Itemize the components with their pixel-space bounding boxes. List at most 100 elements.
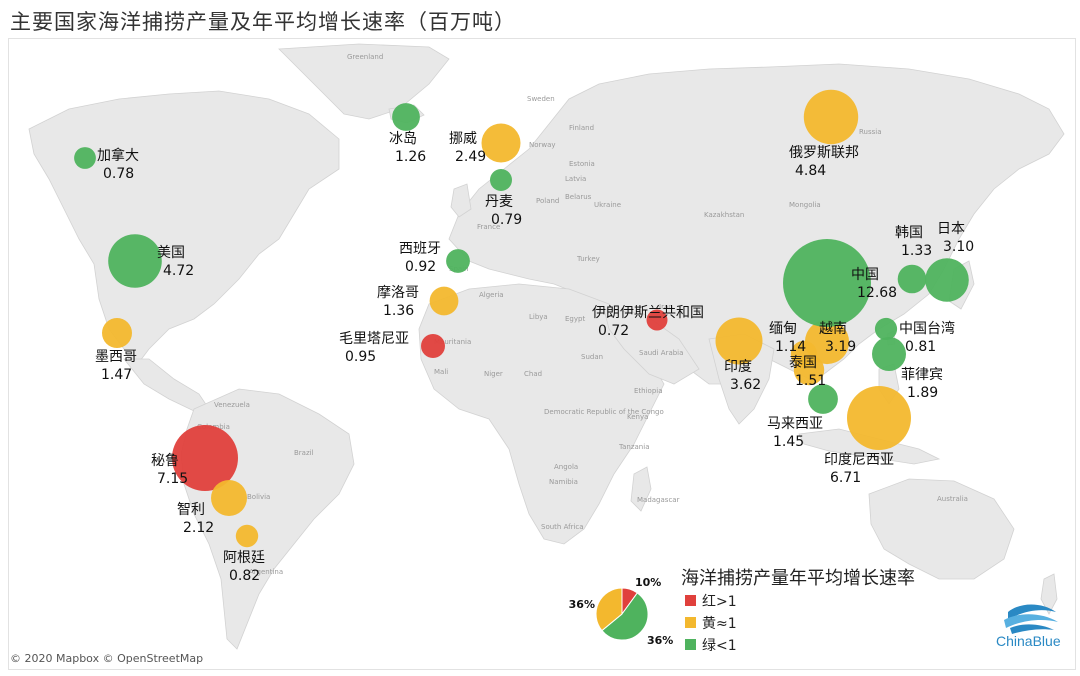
country-value: 0.78: [103, 166, 134, 182]
country-name: 挪威: [449, 131, 477, 147]
country-name: 缅甸: [769, 321, 797, 337]
bubble-1[interactable]: [392, 103, 420, 131]
bubble-15[interactable]: [783, 239, 871, 327]
country-value: 0.82: [229, 568, 260, 584]
geo-label: Angola: [554, 463, 578, 471]
logo-wave-3: [1010, 624, 1054, 634]
bubble-18[interactable]: [874, 317, 898, 341]
bubble-7[interactable]: [429, 286, 459, 316]
country-name: 加拿大: [97, 147, 139, 164]
country-name: 俄罗斯联邦: [789, 145, 859, 161]
geo-label: Norway: [529, 141, 556, 149]
africa-shape: [418, 283, 665, 545]
bubble-17[interactable]: [925, 258, 969, 302]
geo-label: Sweden: [527, 95, 555, 103]
legend-swatch-red: [685, 595, 696, 606]
country-value: 1.51: [795, 373, 826, 389]
geo-label: Ukraine: [594, 201, 621, 209]
country-name: 秘鲁: [151, 453, 179, 469]
geo-label: Namibia: [549, 478, 578, 486]
country-value: 1.33: [901, 243, 932, 259]
bubble-11[interactable]: [715, 317, 763, 365]
bubble-0[interactable]: [74, 147, 96, 169]
legend-swatch-green: [685, 639, 696, 650]
country-value: 3.19: [825, 339, 856, 355]
bubble-21[interactable]: [847, 386, 911, 450]
legend-items: 红>1 黄≈1 绿<1: [685, 594, 737, 654]
country-value: 6.71: [830, 470, 861, 486]
pie-slice-green: [601, 592, 649, 641]
country-value: 0.79: [491, 212, 522, 228]
geo-label: Kazakhstan: [704, 211, 744, 219]
madagascar-shape: [630, 466, 652, 512]
country-name: 泰国: [789, 355, 817, 371]
pie-label-yellow: 36%: [569, 598, 595, 611]
geo-label: Tanzania: [618, 443, 649, 451]
bubble-6[interactable]: [446, 249, 470, 273]
country-value: 0.72: [598, 323, 629, 339]
legend-title: 海洋捕捞产量年平均增长速率: [681, 568, 915, 589]
geo-label: Ethiopia: [634, 387, 663, 395]
geo-label: Argentina: [249, 568, 283, 576]
bubble-24[interactable]: [235, 524, 259, 548]
bubble-19[interactable]: [872, 337, 906, 371]
geo-labels: Greenland Sweden Finland Norway Estonia Latvi…: [197, 53, 968, 576]
logo-wave-1: [1008, 604, 1056, 620]
geo-label: Kenya: [627, 413, 648, 421]
bubble-4[interactable]: [803, 89, 859, 145]
bubble-14[interactable]: [793, 354, 825, 386]
bubble-5[interactable]: [108, 234, 162, 288]
country-value: 1.14: [775, 339, 806, 355]
geo-label: South Africa: [541, 523, 584, 531]
geo-label: Finland: [569, 124, 594, 132]
country-name: 冰岛: [389, 131, 417, 147]
country-value: 3.10: [943, 239, 974, 255]
bubble-3[interactable]: [490, 169, 512, 191]
country-name: 美国: [157, 245, 185, 261]
legend-pie: 10% 36% 36%: [569, 576, 674, 647]
legend-label-red: 红>1: [702, 594, 737, 610]
country-name: 马来西亚: [767, 416, 823, 432]
logo-wave-2: [1004, 614, 1058, 628]
geo-label: Egypt: [565, 315, 585, 323]
geo-label: Sudan: [581, 353, 603, 361]
country-bubbles: [74, 89, 969, 548]
geo-label: Mongolia: [789, 201, 821, 209]
australia-shape: [868, 478, 1015, 580]
geo-label: Saudi Arabia: [639, 349, 683, 357]
geo-label: Australia: [937, 495, 968, 503]
bubble-16[interactable]: [897, 264, 927, 294]
bubble-10[interactable]: [646, 309, 668, 331]
country-name: 丹麦: [485, 194, 513, 210]
logo-text: ChinaBlue: [996, 633, 1061, 649]
bubble-22[interactable]: [172, 425, 238, 491]
country-value: 1.89: [907, 385, 938, 401]
bubble-2[interactable]: [481, 123, 521, 163]
country-name: 伊朗伊斯兰共和国: [592, 305, 704, 321]
country-name: 菲律宾: [901, 367, 943, 383]
country-value: 2.12: [183, 520, 214, 536]
new-zealand-shape: [1040, 573, 1058, 615]
map-viewport[interactable]: Greenland Sweden Finland Norway Estonia Latvi…: [8, 38, 1076, 670]
country-value: 4.84: [795, 163, 826, 179]
world-map[interactable]: Greenland Sweden Finland Norway Estonia Latvi…: [9, 39, 1075, 669]
country-value: 1.45: [773, 434, 804, 450]
country-value: 1.47: [101, 367, 132, 383]
country-value: 12.68: [857, 285, 897, 301]
pie-label-green: 36%: [647, 634, 673, 647]
geo-label: Democratic Republic of the Congo: [544, 408, 664, 416]
geo-label: Russia: [859, 128, 882, 136]
bubble-20[interactable]: [808, 384, 838, 414]
geo-label: Mauritania: [434, 338, 471, 346]
bubble-13[interactable]: [804, 319, 850, 365]
bubble-23[interactable]: [211, 480, 247, 516]
country-name: 摩洛哥: [377, 284, 419, 301]
central-america-shape: [123, 358, 210, 412]
country-name: 韩国: [895, 225, 923, 241]
country-name: 日本: [937, 221, 965, 237]
country-value: 1.36: [383, 303, 414, 319]
bubble-9[interactable]: [102, 318, 132, 348]
country-name: 西班牙: [399, 241, 441, 257]
bubble-8[interactable]: [421, 334, 445, 358]
country-name: 中国: [851, 267, 879, 283]
